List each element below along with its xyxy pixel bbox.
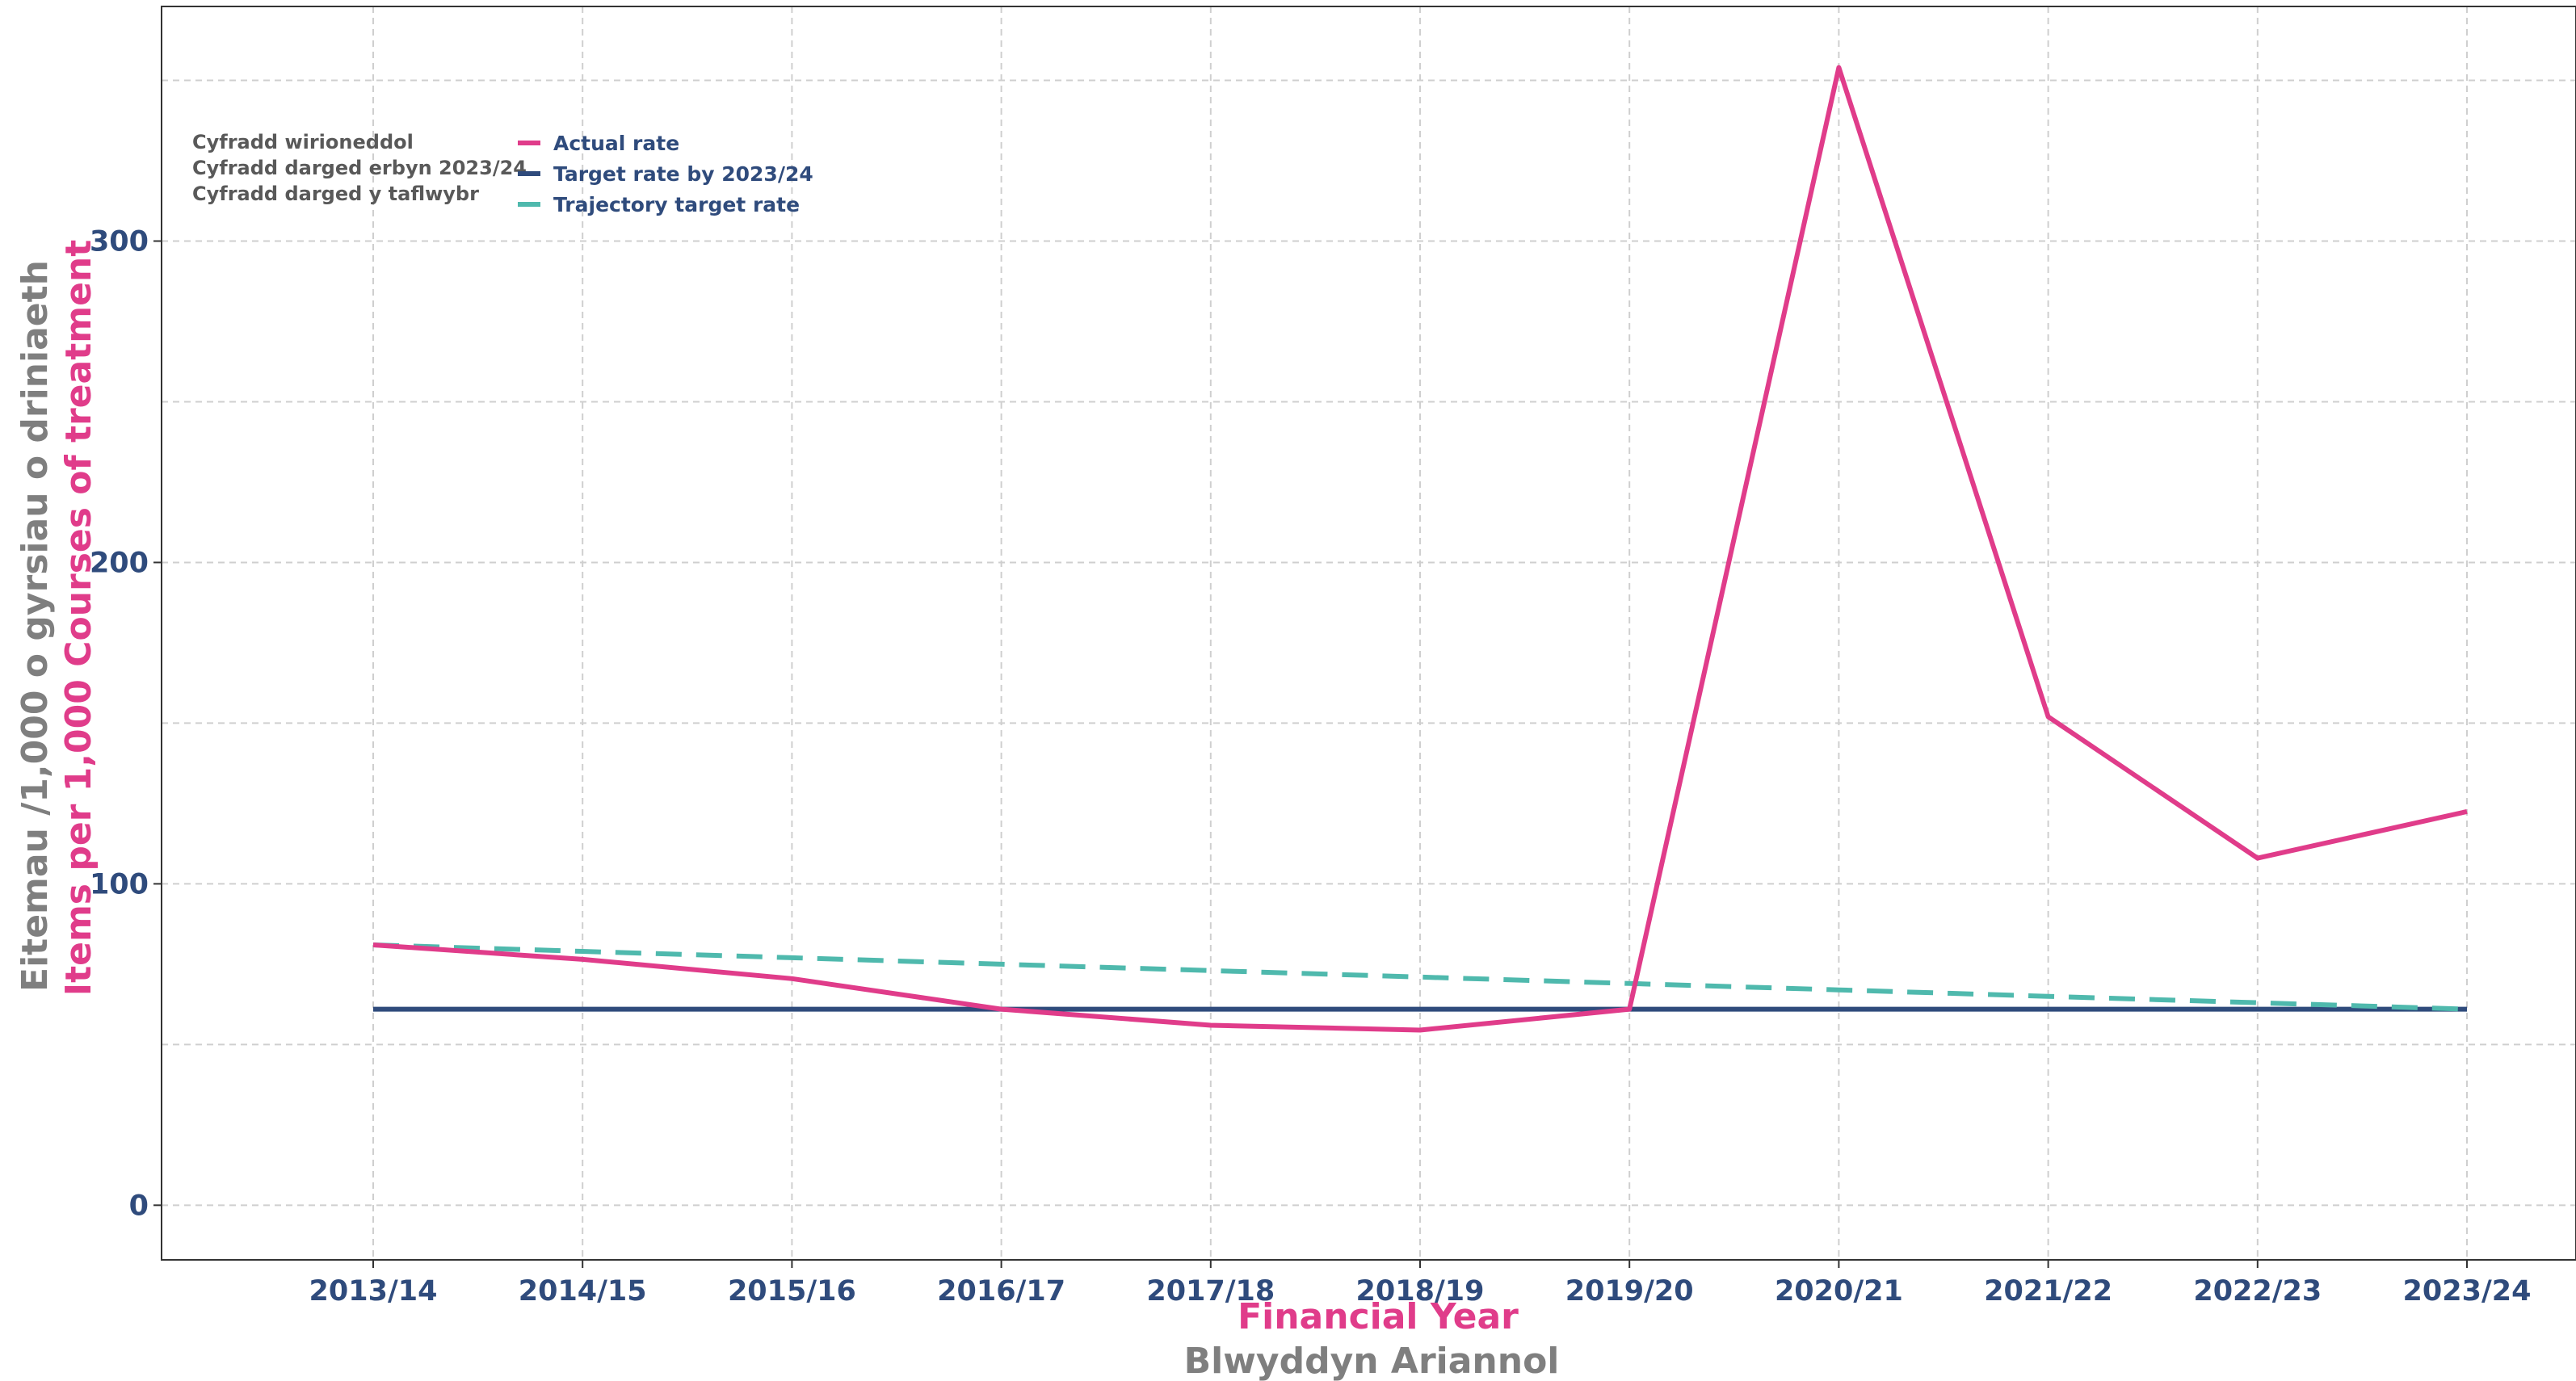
- legend-welsh-label: Cyfradd wirioneddol: [192, 131, 414, 153]
- plot-border: [162, 6, 2576, 1260]
- legend-welsh-label: Cyfradd darged erbyn 2023/24: [192, 157, 527, 179]
- grid-lines: [162, 6, 2576, 1260]
- legend-label: Actual rate: [553, 132, 679, 155]
- legend: Cyfradd wirioneddol Cyfradd darged erbyn…: [192, 131, 813, 216]
- x-tick-label: 2020/21: [1775, 1275, 1903, 1308]
- x-tick-label: 2021/22: [1984, 1275, 2112, 1308]
- x-tick-label: 2019/20: [1565, 1275, 1694, 1308]
- y-tick-label: 0: [129, 1190, 149, 1222]
- x-tick-label: 2015/16: [728, 1275, 856, 1308]
- legend-label: Target rate by 2023/24: [553, 162, 813, 186]
- x-tick-label: 2022/23: [2193, 1275, 2322, 1308]
- series-line-trajectory-target-rate: [373, 945, 2467, 1010]
- legend-label: Trajectory target rate: [553, 193, 800, 216]
- legend-welsh-label: Cyfradd darged y taflwybr: [192, 183, 479, 205]
- x-axis-title-english: Financial Year: [1238, 1296, 1519, 1337]
- x-tick-label: 2013/14: [309, 1275, 438, 1308]
- x-axis-title-welsh: Blwyddyn Ariannol: [1184, 1341, 1560, 1381]
- x-tick-label: 2023/24: [2403, 1275, 2532, 1308]
- y-axis-title-welsh: Eitemau /1,000 o gyrsiau o driniaeth: [15, 260, 56, 992]
- x-tick-label: 2016/17: [937, 1275, 1065, 1308]
- x-tick-label: 2014/15: [519, 1275, 647, 1308]
- y-axis-title-english: Items per 1,000 Courses of treatment: [58, 240, 99, 997]
